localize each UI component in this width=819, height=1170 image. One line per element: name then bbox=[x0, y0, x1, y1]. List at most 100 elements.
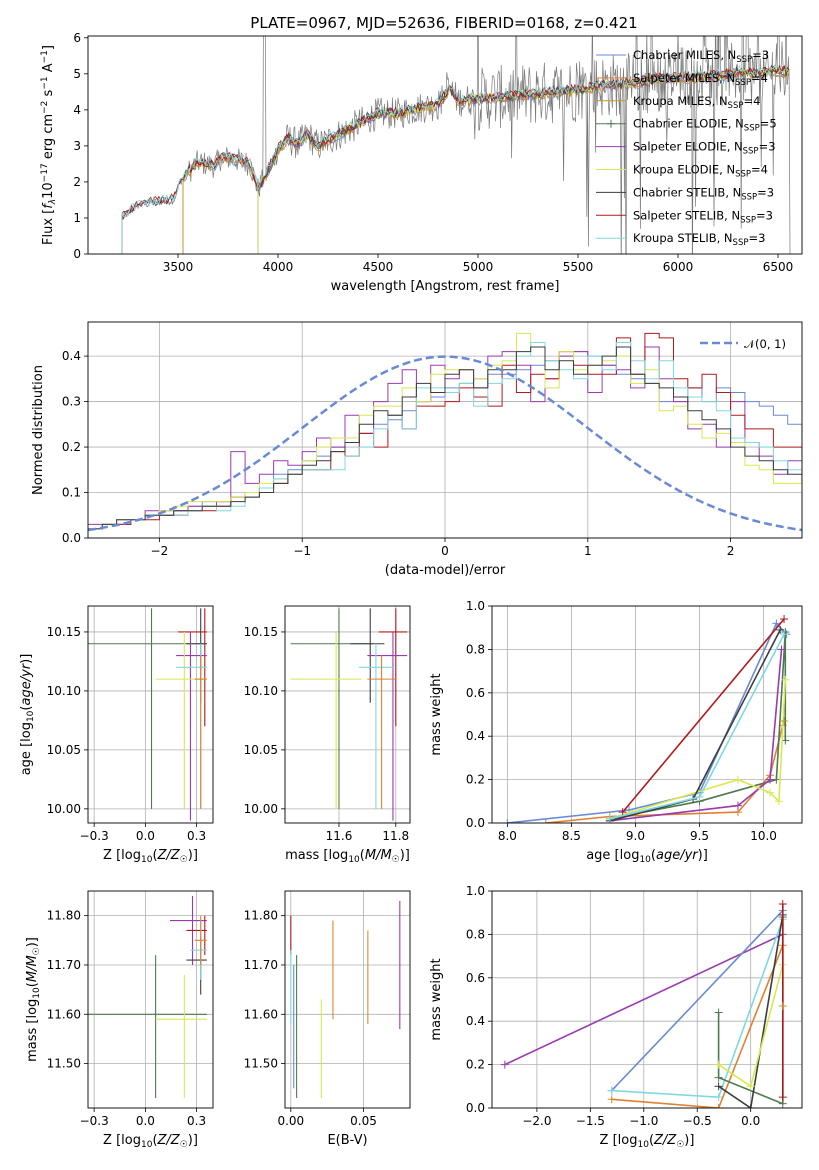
label-part: wavelength [Angstrom, rest frame] bbox=[331, 279, 560, 294]
label-part: 10 bbox=[141, 855, 153, 865]
y-axis-label: Normed distribution bbox=[31, 365, 46, 495]
label-part: ☉ bbox=[392, 855, 400, 865]
y-tick-label: 10.05 bbox=[244, 743, 278, 757]
x-tick-label: 6500 bbox=[763, 260, 794, 274]
errorbar-group bbox=[290, 900, 401, 1099]
weight-vs-Z-panel: −2.0 −1.5 −1.0 −0.5 0.0 0.0 0.2 0.4 0.6 0.8 1.0 Z [… bbox=[429, 884, 803, 1150]
y-tick-label: 10.10 bbox=[47, 684, 81, 698]
label-part: s bbox=[41, 89, 56, 100]
x-tick-label: −1 bbox=[293, 544, 311, 558]
axes-frame bbox=[284, 605, 411, 824]
y-axis-label: Flux [fλ10−17 erg cm−2 s−1 A−1] bbox=[40, 45, 58, 245]
label-part: )] bbox=[684, 1133, 694, 1148]
x-tick-label: 4500 bbox=[363, 260, 394, 274]
legend-label: Salpeter ELODIE, NSSP=3 bbox=[633, 140, 776, 157]
x-tick-label: 0 bbox=[441, 544, 449, 558]
figure-title: PLATE=0967, MJD=52636, FIBERID=0168, z=0… bbox=[250, 14, 637, 32]
histogram-step bbox=[88, 342, 802, 530]
label-part: log bbox=[121, 1133, 141, 1148]
label-part: )] bbox=[188, 1133, 198, 1148]
label-part: )] bbox=[25, 937, 40, 947]
x-tick-label: 0.0 bbox=[741, 1114, 760, 1128]
x-tick-label: 0.3 bbox=[187, 829, 206, 843]
x-axis-label: mass [log10(M/M☉)] bbox=[285, 848, 410, 865]
label-part: ( bbox=[152, 1133, 157, 1148]
y-tick-label: 0.4 bbox=[466, 1014, 485, 1028]
label-part: λ bbox=[48, 199, 58, 205]
legend-sub: SSP bbox=[741, 192, 757, 202]
y-axis-label: mass weight bbox=[429, 673, 444, 755]
y-tick-label: 10.15 bbox=[47, 625, 81, 639]
legend-sub: SSP bbox=[743, 147, 759, 157]
y-tick-label: 11.80 bbox=[47, 909, 81, 923]
label-part: −1 bbox=[40, 50, 50, 63]
label-part: log bbox=[19, 722, 34, 742]
label-part: −2 bbox=[40, 101, 50, 114]
errorbar-group bbox=[88, 895, 207, 1099]
y-tick-label: 0.8 bbox=[466, 927, 485, 941]
label-part: age/yr bbox=[656, 848, 699, 863]
x-tick-label: −0.3 bbox=[80, 829, 109, 843]
legend-sub: SSP bbox=[735, 170, 751, 180]
legend-sub: SSP bbox=[744, 124, 760, 134]
label-part: 10 bbox=[32, 987, 42, 999]
label-part: mass weight bbox=[429, 958, 444, 1040]
legend-label: Kroupa MILES, NSSP=4 bbox=[633, 94, 760, 111]
y-tick-label: 5 bbox=[73, 67, 81, 81]
label-part: f bbox=[41, 202, 56, 209]
x-tick-label: 8.0 bbox=[498, 829, 517, 843]
errorbar-group bbox=[290, 608, 408, 821]
x-tick-label: 0.0 bbox=[136, 829, 155, 843]
x-axis-label: wavelength [Angstrom, rest frame] bbox=[331, 279, 560, 294]
label-part: ( bbox=[19, 706, 34, 711]
axes-frame bbox=[87, 890, 214, 1109]
label-part: ( bbox=[152, 848, 157, 863]
legend-sub: SSP bbox=[728, 101, 744, 111]
x-axis-label: Z [log10(Z/Z☉)] bbox=[600, 1133, 695, 1150]
x-tick-label: 0.05 bbox=[350, 1114, 377, 1128]
label-part: age [ bbox=[19, 742, 34, 775]
axes-frame bbox=[284, 890, 411, 1109]
label-part: M/M bbox=[365, 848, 392, 863]
spectrum-panel: 3500 4000 4500 5000 5500 6000 6500 0 1 2 3 4 5 6 Chabr… bbox=[40, 31, 803, 294]
label-part: −1 bbox=[40, 76, 50, 89]
label-part: Z/Z bbox=[653, 1133, 677, 1148]
axes-frame bbox=[491, 890, 803, 1109]
label-part: Z/Z bbox=[157, 848, 181, 863]
y-tick-label: 1.0 bbox=[466, 599, 485, 613]
label-part: ] bbox=[41, 45, 56, 50]
weight-series bbox=[503, 615, 791, 823]
histogram-group bbox=[88, 332, 802, 532]
weight-series bbox=[500, 900, 787, 1108]
x-tick-label: 9.0 bbox=[626, 829, 645, 843]
x-tick-label: 6000 bbox=[663, 260, 694, 274]
x-tick-label: 0.00 bbox=[277, 1114, 304, 1128]
model-spectrum bbox=[121, 64, 790, 254]
y-tick-label: 10.05 bbox=[47, 743, 81, 757]
label-part: 10 bbox=[26, 710, 36, 722]
weight-line bbox=[611, 945, 784, 1108]
label-part: Normed distribution bbox=[31, 365, 46, 495]
y-tick-label: 0.4 bbox=[466, 729, 485, 743]
label-part: Z [ bbox=[600, 1133, 618, 1148]
label-part: )] bbox=[400, 848, 410, 863]
label-part: −17 bbox=[40, 163, 50, 182]
x-tick-label: −0.5 bbox=[683, 1114, 712, 1128]
mass-vs-EBV-panel: 0.00 0.05 11.50 11.60 11.70 11.80 E(B-V) bbox=[244, 890, 411, 1148]
legend-label: Chabrier ELODIE, NSSP=5 bbox=[633, 117, 777, 134]
label-part: Z [ bbox=[103, 848, 121, 863]
y-tick-label: 0.2 bbox=[466, 773, 485, 787]
label-part: )] bbox=[19, 654, 34, 664]
y-tick-label: 0.2 bbox=[466, 1058, 485, 1072]
label-part: Flux [ bbox=[41, 209, 56, 245]
y-tick-label: 0 bbox=[73, 247, 81, 261]
normal-curve bbox=[88, 355, 802, 532]
legend-text: Salpeter STELIB, N bbox=[633, 208, 740, 222]
panels: 3500 4000 4500 5000 5500 6000 6500 0 1 2 3 4 5 6 Chabr… bbox=[19, 31, 803, 1150]
histogram-step bbox=[88, 351, 802, 530]
label-part: 10 bbox=[41, 182, 56, 199]
legend-label: Salpeter STELIB, NSSP=3 bbox=[633, 208, 773, 225]
